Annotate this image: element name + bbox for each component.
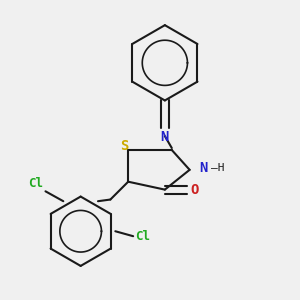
Text: N: N <box>200 161 208 175</box>
Text: S: S <box>120 139 128 153</box>
Text: –H: –H <box>212 163 225 173</box>
Text: Cl: Cl <box>135 230 150 243</box>
Text: N: N <box>161 130 169 144</box>
Text: Cl: Cl <box>28 177 44 190</box>
Text: O: O <box>190 183 199 196</box>
